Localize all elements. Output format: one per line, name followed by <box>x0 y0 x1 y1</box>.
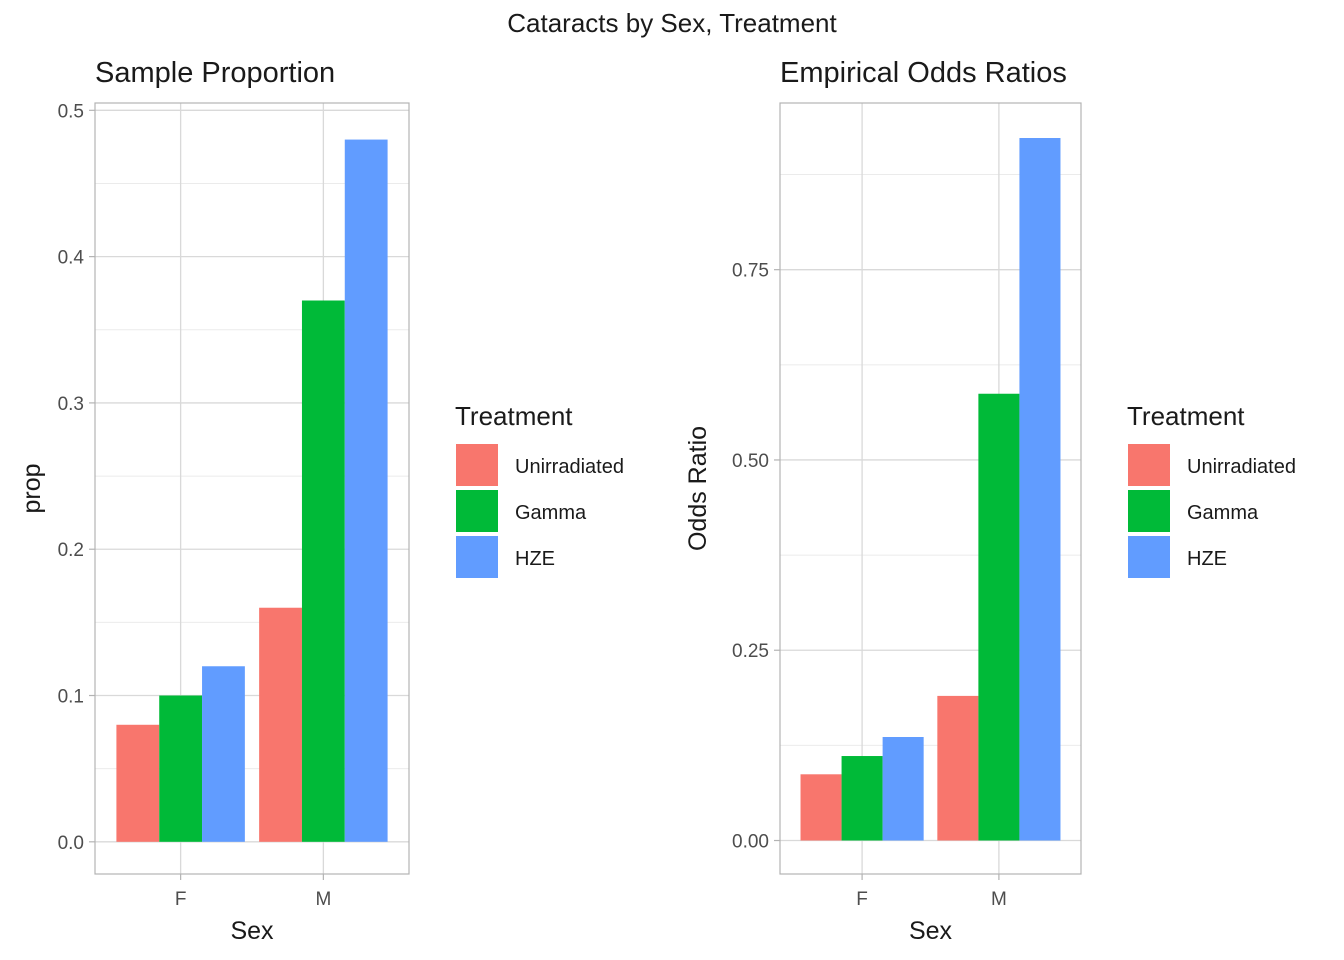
chart-title: Empirical Odds Ratios <box>780 57 1067 89</box>
y-tick-label: 0.00 <box>732 832 769 853</box>
bar-gamma-f <box>842 756 883 840</box>
x-tick-label: F <box>175 889 187 910</box>
y-tick-label: 0.1 <box>58 687 84 708</box>
x-tick-label: M <box>315 889 331 910</box>
legend-label-unirradiated: Unirradiated <box>515 456 624 478</box>
bar-unirradiated-f <box>801 774 842 840</box>
y-tick-label: 0.4 <box>58 248 85 269</box>
y-tick-label: 0.0 <box>58 833 84 854</box>
x-axis-label: Sex <box>230 917 274 945</box>
y-tick-label: 0.2 <box>58 540 84 561</box>
legend-title: Treatment <box>1127 401 1245 431</box>
y-tick-label: 0.3 <box>58 394 84 415</box>
y-tick-label: 0.25 <box>732 641 769 662</box>
x-tick-label: F <box>856 889 868 910</box>
bar-hze-f <box>883 737 924 841</box>
legend-label-hze: HZE <box>1187 548 1227 570</box>
bar-gamma-m <box>302 301 345 842</box>
legend-label-gamma: Gamma <box>515 502 587 524</box>
bar-hze-m <box>345 140 388 842</box>
bar-unirradiated-m <box>937 696 978 841</box>
x-tick-label: M <box>991 889 1007 910</box>
y-tick-label: 0.50 <box>732 451 769 472</box>
bar-gamma-m <box>978 394 1019 841</box>
y-tick-label: 0.5 <box>58 101 84 122</box>
figure-title: Cataracts by Sex, Treatment <box>507 8 837 38</box>
y-axis-label: Odds Ratio <box>684 426 712 551</box>
bar-hze-f <box>202 666 245 842</box>
bar-unirradiated-m <box>259 608 302 842</box>
legend: Treatment Unirradiated Gamma HZE <box>455 401 624 578</box>
legend-label-hze: HZE <box>515 548 555 570</box>
x-axis-label: Sex <box>909 917 953 945</box>
legend-label-gamma: Gamma <box>1187 502 1259 524</box>
bar-gamma-f <box>159 696 202 842</box>
legend-swatch-unirradiated <box>1128 444 1170 486</box>
legend-swatch-hze <box>456 536 498 578</box>
legend: Treatment Unirradiated Gamma HZE <box>1127 401 1296 578</box>
chart-title: Sample Proportion <box>95 57 335 89</box>
bar-unirradiated-f <box>116 725 159 842</box>
legend-swatch-gamma <box>1128 490 1170 532</box>
y-tick-label: 0.75 <box>732 261 769 282</box>
panel-empirical-odds-ratios: 0.00 0.25 0.50 0.75 F M Sex Odds Ratio Empirical… <box>684 57 1296 945</box>
legend-swatch-hze <box>1128 536 1170 578</box>
legend-swatch-gamma <box>456 490 498 532</box>
panel-sample-proportion: 0.0 0.1 0.2 0.3 0.4 0.5 F M Sex prop Sample Propor… <box>18 57 624 945</box>
legend-title: Treatment <box>455 401 573 431</box>
y-axis-label: prop <box>18 463 46 513</box>
legend-swatch-unirradiated <box>456 444 498 486</box>
legend-label-unirradiated: Unirradiated <box>1187 456 1296 478</box>
bar-hze-m <box>1019 138 1060 841</box>
